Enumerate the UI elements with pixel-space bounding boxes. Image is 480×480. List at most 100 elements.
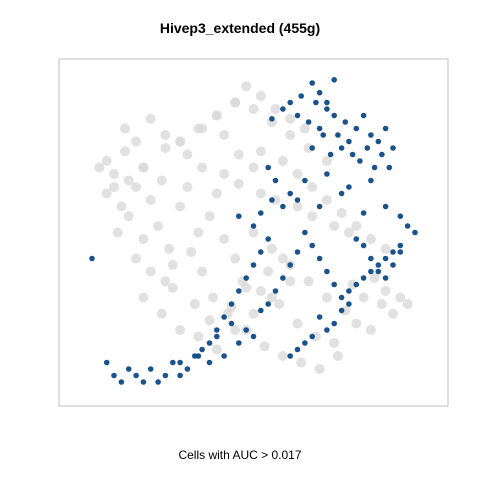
selected-cell-point bbox=[265, 164, 272, 171]
background-cell-point bbox=[285, 113, 296, 124]
background-cell-point bbox=[211, 344, 222, 355]
selected-cell-point bbox=[258, 210, 264, 216]
selected-cell-point bbox=[412, 229, 418, 236]
background-cell-point bbox=[255, 146, 266, 157]
background-cell-point bbox=[351, 318, 362, 329]
selected-cell-point bbox=[404, 223, 411, 229]
background-cell-point bbox=[292, 169, 303, 179]
selected-cell-point bbox=[320, 132, 327, 138]
background-cell-point bbox=[402, 299, 413, 309]
selected-cell-point bbox=[265, 301, 272, 307]
background-cell-point bbox=[277, 253, 288, 264]
selected-cell-point bbox=[338, 294, 345, 301]
background-cell-point bbox=[116, 201, 127, 212]
selected-cell-point bbox=[360, 275, 367, 281]
background-cell-point bbox=[307, 211, 318, 222]
background-cell-point bbox=[182, 182, 193, 192]
background-cell-point bbox=[109, 169, 119, 179]
background-cell-point bbox=[376, 299, 387, 309]
selected-cell-point bbox=[382, 275, 389, 281]
background-cell-point bbox=[230, 253, 241, 264]
background-cell-point bbox=[336, 208, 347, 218]
background-cell-point bbox=[138, 292, 149, 303]
background-cell-point bbox=[120, 146, 130, 157]
background-cell-point bbox=[303, 276, 314, 287]
background-cell-point bbox=[94, 162, 105, 173]
background-cell-point bbox=[160, 130, 171, 140]
selected-cell-point bbox=[382, 203, 389, 210]
background-cell-point bbox=[160, 143, 171, 153]
selected-cell-point bbox=[368, 132, 374, 138]
selected-cell-point bbox=[375, 268, 382, 275]
selected-cell-point bbox=[379, 151, 385, 158]
plot-frame bbox=[58, 58, 449, 407]
selected-cell-point bbox=[140, 379, 147, 385]
background-cell-point bbox=[248, 227, 259, 238]
background-cell-point bbox=[248, 162, 259, 173]
background-cell-point bbox=[123, 175, 134, 186]
selected-cell-point bbox=[331, 112, 338, 119]
background-cell-point bbox=[189, 299, 200, 309]
background-cell-point bbox=[266, 292, 277, 303]
selected-cell-point bbox=[221, 353, 227, 359]
background-cell-point bbox=[248, 104, 259, 114]
background-cell-point bbox=[211, 110, 222, 121]
selected-cell-point bbox=[316, 89, 323, 96]
background-cell-point bbox=[277, 156, 288, 166]
selected-cell-point bbox=[272, 177, 279, 184]
selected-cell-point bbox=[250, 223, 257, 229]
selected-cell-point bbox=[324, 106, 330, 112]
selected-cell-point bbox=[309, 333, 316, 340]
background-cell-point bbox=[332, 351, 343, 361]
background-cell-point bbox=[321, 292, 332, 303]
selected-cell-point bbox=[184, 366, 191, 372]
background-cell-point bbox=[343, 227, 354, 238]
background-cell-point bbox=[299, 123, 310, 134]
selected-cell-point bbox=[309, 242, 316, 249]
background-cell-point bbox=[321, 195, 332, 205]
selected-cell-point bbox=[338, 145, 345, 151]
selected-cell-point bbox=[111, 372, 117, 379]
background-cell-point bbox=[248, 308, 259, 319]
selected-cell-point bbox=[349, 151, 356, 158]
selected-cell-point bbox=[214, 327, 220, 333]
background-cell-point bbox=[380, 286, 391, 296]
background-cell-point bbox=[160, 276, 171, 287]
selected-cell-point bbox=[331, 320, 338, 327]
selected-cell-point bbox=[294, 249, 301, 255]
selected-cell-point bbox=[236, 340, 242, 346]
selected-cell-point bbox=[236, 288, 242, 294]
selected-cell-point bbox=[390, 262, 396, 268]
background-cell-point bbox=[112, 227, 123, 238]
selected-cell-point bbox=[360, 112, 367, 119]
selected-cell-point bbox=[258, 307, 264, 314]
selected-cell-point bbox=[375, 262, 382, 268]
selected-cell-point bbox=[162, 372, 169, 379]
selected-cell-point bbox=[302, 229, 308, 236]
background-cell-point bbox=[120, 123, 130, 134]
background-cell-point bbox=[219, 234, 230, 244]
background-cell-point bbox=[230, 97, 241, 108]
selected-cell-point bbox=[346, 301, 352, 307]
selected-cell-point bbox=[272, 288, 279, 294]
background-cell-point bbox=[277, 351, 288, 361]
selected-cell-point bbox=[390, 249, 396, 255]
background-cell-point bbox=[193, 331, 204, 342]
selected-cell-point bbox=[280, 106, 286, 112]
selected-cell-point bbox=[305, 119, 312, 125]
selected-cell-point bbox=[287, 262, 294, 268]
selected-cell-point bbox=[228, 301, 235, 307]
background-cell-point bbox=[101, 156, 112, 166]
background-cell-point bbox=[285, 130, 296, 140]
selected-cell-point bbox=[386, 164, 393, 171]
background-cell-point bbox=[329, 338, 340, 348]
background-cell-point bbox=[296, 357, 307, 368]
selected-cell-point bbox=[353, 125, 360, 132]
background-cell-point bbox=[358, 292, 369, 303]
background-cell-point bbox=[274, 299, 285, 309]
selected-cell-point bbox=[353, 236, 360, 242]
selected-cell-point bbox=[313, 99, 319, 106]
selected-cell-point bbox=[390, 145, 396, 151]
selected-cell-point bbox=[316, 125, 323, 132]
